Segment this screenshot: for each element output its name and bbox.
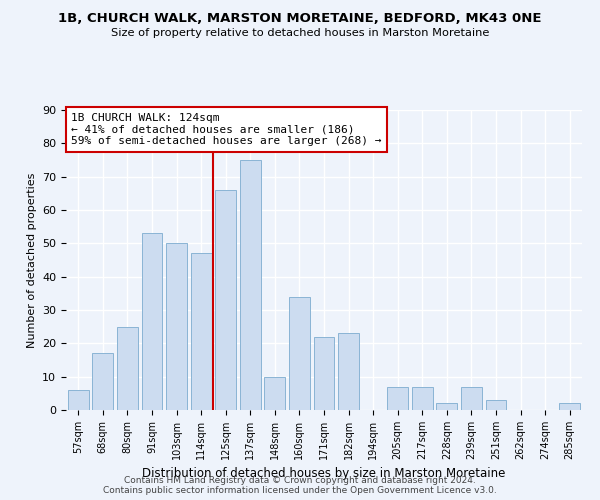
Bar	[92, 354, 113, 410]
Bar	[485, 400, 506, 410]
Bar	[265, 376, 286, 410]
Bar	[314, 336, 334, 410]
Bar	[387, 386, 408, 410]
X-axis label: Distribution of detached houses by size in Marston Moretaine: Distribution of detached houses by size …	[142, 468, 506, 480]
Bar	[166, 244, 187, 410]
Bar	[240, 160, 261, 410]
Bar	[461, 386, 482, 410]
Text: 1B, CHURCH WALK, MARSTON MORETAINE, BEDFORD, MK43 0NE: 1B, CHURCH WALK, MARSTON MORETAINE, BEDF…	[58, 12, 542, 26]
Bar	[142, 234, 163, 410]
Bar	[215, 190, 236, 410]
Text: Size of property relative to detached houses in Marston Moretaine: Size of property relative to detached ho…	[111, 28, 489, 38]
Bar	[559, 404, 580, 410]
Bar	[412, 386, 433, 410]
Bar	[289, 296, 310, 410]
Bar	[338, 334, 359, 410]
Bar	[68, 390, 89, 410]
Text: 1B CHURCH WALK: 124sqm
← 41% of detached houses are smaller (186)
59% of semi-de: 1B CHURCH WALK: 124sqm ← 41% of detached…	[71, 113, 382, 146]
Y-axis label: Number of detached properties: Number of detached properties	[26, 172, 37, 348]
Bar	[436, 404, 457, 410]
Text: Contains public sector information licensed under the Open Government Licence v3: Contains public sector information licen…	[103, 486, 497, 495]
Bar	[117, 326, 138, 410]
Bar	[191, 254, 212, 410]
Text: Contains HM Land Registry data © Crown copyright and database right 2024.: Contains HM Land Registry data © Crown c…	[124, 476, 476, 485]
